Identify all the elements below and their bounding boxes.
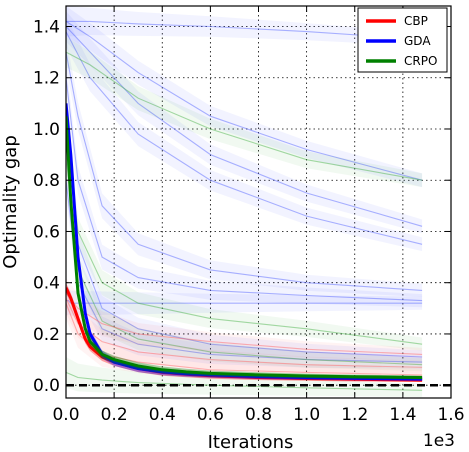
background-run-band [66, 357, 423, 397]
x-tick-label: 0.2 [101, 405, 128, 425]
axis-ticks: 0.0 0.2 0.4 0.6 0.8 1.0 1.2 1.4 1.6 0.0 0.2 0.4 0.6 0… [33, 6, 465, 425]
legend-label-gda: GDA [404, 34, 431, 48]
background-run-line [66, 297, 423, 368]
y-tick-label: 0.6 [33, 222, 60, 242]
y-tick-label: 1.0 [33, 120, 60, 140]
x-axis-label: Iterations [208, 432, 294, 452]
background-run-band [66, 285, 423, 316]
background-run-line [66, 20, 423, 181]
grid [65, 6, 452, 398]
background-run-band [66, 6, 423, 47]
x-tick-label: 1.4 [389, 405, 416, 425]
y-tick-label: 1.2 [33, 69, 60, 89]
y-tick-label: 0.8 [33, 171, 60, 191]
background-run-line [66, 128, 423, 345]
background-run-band [66, 282, 423, 374]
background-run-line [66, 292, 423, 355]
y-tick-label: 0.0 [33, 376, 60, 396]
background-run-line [66, 77, 423, 302]
background-run-band [66, 16, 423, 252]
series-line-crpo [66, 116, 423, 379]
series-lines [66, 98, 423, 382]
x-tick-label: 1.6 [437, 405, 464, 425]
background-run-band [66, 36, 423, 188]
background-run-line [66, 31, 423, 245]
x-axis-multiplier: 1e3 [423, 431, 455, 451]
background-run-line [66, 51, 423, 291]
background-run-band [66, 6, 423, 188]
series-line-gda [66, 103, 423, 381]
y-axis-label: Optimality gap [0, 135, 21, 269]
y-tick-label: 0.2 [33, 325, 60, 345]
background-run-band [66, 287, 423, 382]
legend-label-cbp: CBP [404, 14, 428, 28]
legend: CBP GDA CRPO [357, 7, 448, 73]
y-tick-label: 1.4 [33, 17, 60, 37]
x-tick-label: 0.8 [245, 405, 272, 425]
background-run-line [66, 154, 423, 366]
background-run-line [66, 302, 423, 376]
x-tick-label: 0.0 [52, 405, 79, 425]
x-tick-label: 1.2 [341, 405, 368, 425]
background-runs [66, 6, 423, 397]
background-run-band [66, 11, 423, 234]
background-run-line [66, 26, 423, 227]
x-tick-label: 1.0 [293, 405, 320, 425]
x-tick-label: 0.4 [149, 405, 176, 425]
legend-label-crpo: CRPO [404, 54, 437, 68]
x-tick-label: 0.6 [197, 405, 224, 425]
background-run-band [66, 277, 423, 361]
background-run-line [66, 300, 423, 304]
background-run-line [66, 51, 423, 181]
y-tick-label: 0.4 [33, 274, 60, 294]
background-run-line [66, 20, 423, 40]
background-run-line [66, 371, 423, 391]
